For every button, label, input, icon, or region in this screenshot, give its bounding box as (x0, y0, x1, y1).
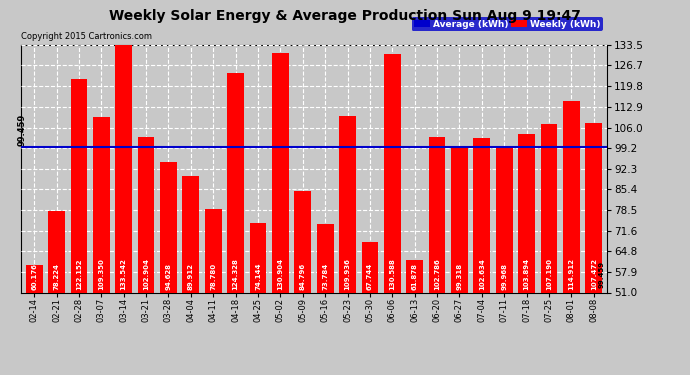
Bar (496, 146, 513, 292)
Text: 99.459: 99.459 (17, 113, 26, 146)
Bar (115, 45, 132, 292)
Text: 107.190: 107.190 (546, 258, 552, 290)
Bar (428, 137, 446, 292)
Text: 130.588: 130.588 (389, 258, 395, 290)
Text: 73.784: 73.784 (322, 263, 328, 290)
Bar (205, 209, 221, 292)
Text: 78.780: 78.780 (210, 263, 216, 290)
Text: 124.328: 124.328 (233, 258, 239, 290)
Text: Weekly Solar Energy & Average Production Sun Aug 9 19:47: Weekly Solar Energy & Average Production… (109, 9, 581, 23)
Bar (362, 242, 378, 292)
Text: 74.144: 74.144 (255, 262, 261, 290)
Text: Copyright 2015 Cartronics.com: Copyright 2015 Cartronics.com (21, 32, 152, 41)
Text: 78.224: 78.224 (54, 263, 59, 290)
Text: 84.796: 84.796 (299, 263, 306, 290)
Text: 103.894: 103.894 (524, 258, 530, 290)
Bar (339, 116, 356, 292)
Bar (518, 134, 535, 292)
Text: 133.542: 133.542 (121, 258, 127, 290)
Text: 122.152: 122.152 (76, 259, 82, 290)
Text: 102.786: 102.786 (434, 258, 440, 290)
Bar (227, 72, 244, 292)
Text: 89.912: 89.912 (188, 263, 194, 290)
Bar (160, 162, 177, 292)
Bar (540, 124, 558, 292)
Bar (406, 260, 423, 292)
Text: 99.968: 99.968 (501, 263, 507, 290)
Bar (563, 101, 580, 292)
Bar (295, 191, 311, 292)
Text: 61.878: 61.878 (412, 263, 417, 290)
Text: 102.634: 102.634 (479, 258, 485, 290)
Bar (451, 147, 468, 292)
Text: 109.936: 109.936 (344, 258, 351, 290)
Bar (48, 211, 65, 292)
Text: 94.628: 94.628 (166, 263, 171, 290)
Bar (473, 138, 490, 292)
Bar (250, 223, 266, 292)
Text: 99.318: 99.318 (457, 263, 462, 290)
Text: 102.904: 102.904 (143, 258, 149, 290)
Text: 107.472: 107.472 (591, 258, 597, 290)
Bar (70, 79, 88, 292)
Text: 99.459: 99.459 (599, 261, 604, 288)
Text: 109.350: 109.350 (98, 258, 104, 290)
Text: 67.744: 67.744 (367, 263, 373, 290)
Text: 130.904: 130.904 (277, 258, 284, 290)
Bar (26, 265, 43, 292)
Legend: Average (kWh), Weekly (kWh): Average (kWh), Weekly (kWh) (411, 17, 602, 31)
Bar (317, 224, 333, 292)
Bar (93, 117, 110, 292)
Bar (384, 54, 401, 292)
Bar (585, 123, 602, 292)
Bar (272, 53, 289, 292)
Bar (138, 137, 155, 292)
Text: 60.176: 60.176 (31, 263, 37, 290)
Bar (182, 176, 199, 292)
Text: 114.912: 114.912 (569, 258, 574, 290)
